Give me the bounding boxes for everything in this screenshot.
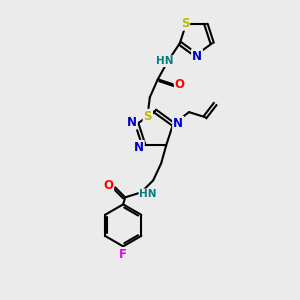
Text: F: F — [119, 248, 127, 261]
Text: HN: HN — [140, 189, 157, 200]
Text: HN: HN — [156, 56, 174, 66]
Text: N: N — [134, 141, 144, 154]
Text: O: O — [175, 78, 185, 91]
Text: O: O — [103, 179, 113, 192]
Text: S: S — [181, 17, 189, 30]
Text: N: N — [127, 116, 137, 129]
Text: S: S — [144, 110, 152, 123]
Text: N: N — [192, 50, 202, 62]
Text: N: N — [173, 117, 183, 130]
